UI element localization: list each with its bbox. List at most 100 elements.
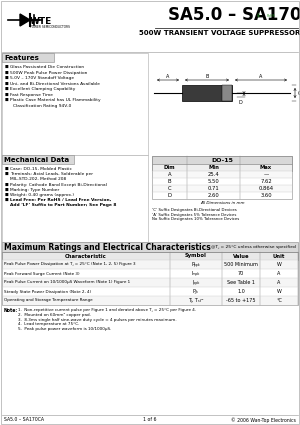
Text: ■: ■: [5, 172, 9, 176]
Bar: [152, 178, 292, 185]
Text: Glass Passivated Die Construction: Glass Passivated Die Construction: [10, 65, 84, 69]
Text: ■: ■: [5, 82, 9, 85]
Text: 500W TRANSIENT VOLTAGE SUPPRESSOR: 500W TRANSIENT VOLTAGE SUPPRESSOR: [139, 30, 300, 36]
Text: Uni- and Bi-Directional Versions Available: Uni- and Bi-Directional Versions Availab…: [10, 82, 100, 85]
Text: SA5.0 – SA170CA: SA5.0 – SA170CA: [168, 6, 300, 24]
Bar: [152, 192, 292, 199]
Text: A: A: [277, 280, 281, 285]
Text: 0.864: 0.864: [258, 186, 274, 191]
Text: Value: Value: [233, 253, 249, 258]
Bar: [2, 242, 298, 252]
Text: B: B: [205, 74, 209, 79]
Text: ■: ■: [5, 183, 9, 187]
Text: 5.50: 5.50: [208, 179, 219, 184]
Bar: [2, 252, 298, 260]
Text: 70: 70: [238, 271, 244, 276]
Text: ■: ■: [5, 76, 9, 80]
Text: -65 to +175: -65 to +175: [226, 298, 256, 303]
Text: Peak Pulse Current on 10/1000μS Waveform (Note 1) Figure 1: Peak Pulse Current on 10/1000μS Waveform…: [4, 280, 130, 284]
Bar: [152, 185, 292, 192]
Text: °C: °C: [276, 298, 282, 303]
Text: 7.62: 7.62: [260, 179, 272, 184]
Text: Tⱼ, Tₛₜᴳ: Tⱼ, Tₛₜᴳ: [188, 298, 204, 303]
Text: 4.  Lead temperature at 75°C.: 4. Lead temperature at 75°C.: [18, 323, 80, 326]
Text: Lead Free: Per RoHS / Lead Free Version,: Lead Free: Per RoHS / Lead Free Version,: [10, 198, 111, 202]
Bar: [2, 53, 54, 62]
Text: DO-15: DO-15: [211, 158, 233, 162]
Bar: [2, 278, 298, 287]
Text: 1 of 6: 1 of 6: [143, 417, 157, 422]
Text: ⚘: ⚘: [256, 14, 260, 19]
Text: Classification Rating 94V-0: Classification Rating 94V-0: [13, 104, 71, 108]
Text: ■: ■: [5, 98, 9, 102]
Text: ■: ■: [5, 87, 9, 91]
Text: A: A: [168, 172, 171, 177]
Text: D: D: [238, 100, 242, 105]
Text: Peak Forward Surge Current (Note 3): Peak Forward Surge Current (Note 3): [4, 272, 80, 275]
Text: Pₚₚₖ: Pₚₚₖ: [192, 262, 200, 267]
Text: 5.0V – 170V Standoff Voltage: 5.0V – 170V Standoff Voltage: [10, 76, 74, 80]
Bar: [222, 85, 232, 101]
Bar: [2, 287, 298, 296]
Text: Operating and Storage Temperature Range: Operating and Storage Temperature Range: [4, 298, 93, 303]
Text: A: A: [166, 74, 170, 79]
Text: Weight: 0.40 grams (approx.): Weight: 0.40 grams (approx.): [10, 193, 74, 197]
Text: All Dimensions in mm: All Dimensions in mm: [200, 201, 244, 205]
Text: A: A: [259, 74, 263, 79]
Text: Mechanical Data: Mechanical Data: [4, 156, 69, 162]
Text: Min: Min: [208, 165, 219, 170]
Text: 1.0: 1.0: [237, 289, 245, 294]
Text: 500 Minimum: 500 Minimum: [224, 262, 258, 267]
Text: —: —: [263, 172, 268, 177]
Bar: [152, 156, 292, 199]
Bar: [152, 171, 292, 178]
Text: RoHS: RoHS: [267, 14, 275, 18]
Text: ■: ■: [5, 93, 9, 96]
Text: Fast Response Time: Fast Response Time: [10, 93, 53, 96]
Text: Unit: Unit: [273, 253, 285, 258]
Text: Features: Features: [4, 54, 39, 60]
Bar: [2, 269, 298, 278]
Text: Iₚₚₖ: Iₚₚₖ: [192, 280, 200, 285]
Text: D: D: [167, 193, 172, 198]
Text: W: W: [277, 289, 281, 294]
Text: Characteristic: Characteristic: [65, 253, 107, 258]
Text: Peak Pulse Power Dissipation at T⁁ = 25°C (Note 1, 2, 5) Figure 3: Peak Pulse Power Dissipation at T⁁ = 25°…: [4, 263, 136, 266]
Bar: [2, 53, 148, 155]
Text: No Suffix Designates 10% Tolerance Devices: No Suffix Designates 10% Tolerance Devic…: [152, 217, 239, 221]
Text: Maximum Ratings and Electrical Characteristics: Maximum Ratings and Electrical Character…: [4, 243, 211, 252]
Text: Excellent Clamping Capability: Excellent Clamping Capability: [10, 87, 75, 91]
Bar: [2, 155, 74, 164]
Text: Iₘₚₖ: Iₘₚₖ: [192, 271, 200, 276]
Text: @T⁁ = 25°C unless otherwise specified: @T⁁ = 25°C unless otherwise specified: [211, 245, 296, 249]
Text: © 2006 Wan-Top Electronics: © 2006 Wan-Top Electronics: [231, 417, 296, 422]
Text: ■: ■: [5, 167, 9, 171]
Text: ‘A’ Suffix Designates 5% Tolerance Devices: ‘A’ Suffix Designates 5% Tolerance Devic…: [152, 212, 236, 216]
Text: ‘C’ Suffix Designates Bi-Directional Devices: ‘C’ Suffix Designates Bi-Directional Dev…: [152, 208, 237, 212]
Text: Steady State Power Dissipation (Note 2, 4): Steady State Power Dissipation (Note 2, …: [4, 289, 91, 294]
Text: ■: ■: [5, 65, 9, 69]
Text: A: A: [277, 271, 281, 276]
Text: Symbol: Symbol: [185, 253, 207, 258]
Text: 3.  8.3ms single half sine-wave duty cycle = 4 pulses per minutes maximum.: 3. 8.3ms single half sine-wave duty cycl…: [18, 317, 177, 322]
Text: 500W Peak Pulse Power Dissipation: 500W Peak Pulse Power Dissipation: [10, 71, 87, 74]
Text: Note:: Note:: [4, 308, 18, 313]
Text: Polarity: Cathode Band Except Bi-Directional: Polarity: Cathode Band Except Bi-Directi…: [10, 183, 107, 187]
Text: MIL-STD-202, Method 208: MIL-STD-202, Method 208: [10, 177, 66, 181]
Text: P⁁ₖ: P⁁ₖ: [193, 289, 199, 294]
Text: ■: ■: [5, 71, 9, 74]
Text: C: C: [298, 91, 300, 96]
Text: Marking: Type Number: Marking: Type Number: [10, 188, 59, 192]
Bar: [2, 155, 148, 242]
Bar: [2, 252, 298, 305]
Bar: [182, 85, 232, 101]
Text: 5.  Peak pulse power waveform is 10/1000μS.: 5. Peak pulse power waveform is 10/1000μ…: [18, 327, 111, 331]
Text: Max: Max: [260, 165, 272, 170]
Text: 2.60: 2.60: [208, 193, 219, 198]
Text: W: W: [277, 262, 281, 267]
Bar: [152, 156, 292, 164]
Text: 3.60: 3.60: [260, 193, 272, 198]
Text: Terminals: Axial Leads, Solderable per: Terminals: Axial Leads, Solderable per: [10, 172, 93, 176]
Text: Add ‘LF’ Suffix to Part Number; See Page 8: Add ‘LF’ Suffix to Part Number; See Page…: [10, 204, 116, 207]
Text: B: B: [168, 179, 171, 184]
